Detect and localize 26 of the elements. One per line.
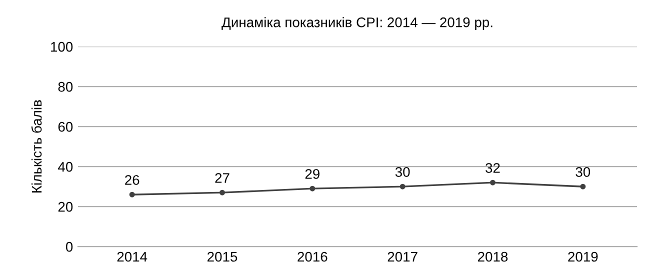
data-label: 29: [305, 169, 320, 179]
point: [219, 190, 226, 196]
data-label: 32: [486, 163, 500, 173]
y-tick-label: 60: [58, 122, 73, 132]
point: [580, 184, 586, 190]
x-tick-label: 2016: [298, 252, 328, 262]
point: [400, 184, 406, 190]
y-tick-label: 40: [58, 162, 73, 172]
y-tick-label: 0: [66, 242, 73, 252]
point: [129, 192, 135, 198]
x-tick-label: 2018: [478, 252, 508, 262]
data-label: 30: [395, 167, 410, 177]
y-tick-label: 20: [58, 202, 73, 212]
y-tick-label: 100: [51, 42, 73, 52]
chart-title: Динаміка показників CPI: 2014 — 2019 рр.: [222, 17, 492, 30]
data-label: 30: [576, 167, 590, 177]
y-tick-label: 80: [58, 82, 73, 92]
point: [310, 186, 316, 192]
y-axis-title: Кількість балів: [31, 100, 42, 192]
point: [490, 180, 496, 186]
x-tick-label: 2014: [117, 252, 148, 262]
x-tick-label: 2019: [568, 252, 598, 262]
data-label: 26: [125, 175, 140, 185]
data-label: 27: [215, 173, 230, 183]
x-tick-label: 2015: [208, 252, 238, 262]
x-tick-label: 2017: [388, 252, 418, 262]
